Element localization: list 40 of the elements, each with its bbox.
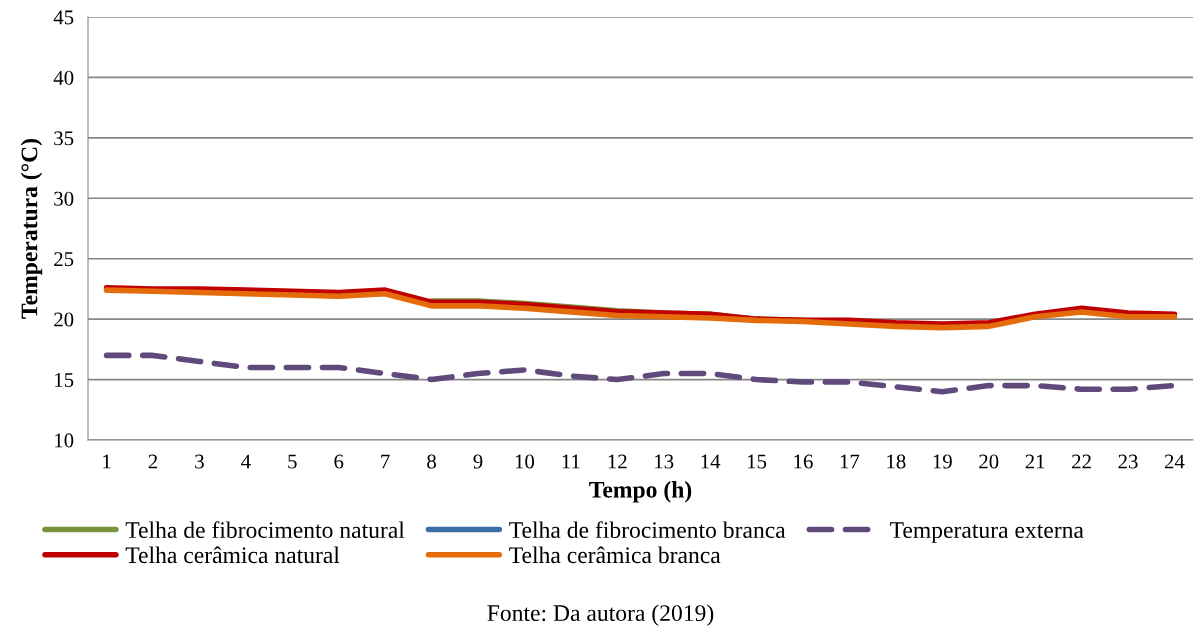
legend-label: Telha de fibrocimento branca	[509, 521, 786, 539]
x-tick-label: 11	[562, 454, 580, 469]
legend-label: Telha cerâmica branca	[509, 546, 721, 564]
x-tick-label: 15	[747, 454, 767, 469]
x-tick-label: 20	[979, 454, 999, 469]
x-tick-label: 23	[1118, 454, 1138, 469]
x-tick-label: 22	[1072, 454, 1091, 469]
x-tick-label: 2	[148, 454, 158, 469]
x-tick-label: 16	[794, 454, 813, 469]
x-tick-label: 1	[103, 454, 111, 469]
x-tick-label: 17	[840, 454, 860, 469]
legend-label: Telha de fibrocimento natural	[125, 521, 405, 539]
x-tick-label: 7	[381, 454, 390, 469]
x-tick-label: 5	[288, 454, 297, 469]
x-tick-label: 8	[427, 454, 436, 469]
y-tick-label: 25	[54, 252, 74, 267]
x-tick-label: 13	[655, 454, 674, 469]
x-tick-label: 9	[473, 454, 483, 469]
y-tick-label: 10	[55, 433, 74, 448]
legend-label: Telha cerâmica natural	[125, 546, 340, 564]
x-tick-label: 14	[701, 454, 721, 469]
x-tick-label: 18	[887, 454, 906, 469]
y-tick-label: 35	[54, 131, 74, 146]
source-note: Fonte: Da autora (2019)	[487, 604, 714, 626]
y-tick-label: 20	[54, 312, 74, 327]
y-tick-label: 15	[55, 373, 74, 387]
y-tick-label: 40	[53, 70, 74, 85]
y-axis-title: Temperatura (°C)	[20, 139, 43, 319]
x-tick-label: 6	[334, 454, 344, 469]
x-tick-label: 3	[195, 454, 204, 469]
x-axis-title: Tempo (h)	[589, 481, 692, 503]
x-tick-label: 10	[515, 454, 535, 469]
x-tick-label: 21	[1025, 454, 1045, 469]
x-tick-label: 19	[933, 454, 952, 469]
x-tick-label: 24	[1164, 454, 1185, 469]
y-tick-label: 45	[53, 10, 74, 25]
y-tick-label: 30	[54, 191, 74, 206]
x-tick-label: 12	[608, 454, 627, 469]
x-tick-label: 4	[241, 454, 251, 469]
legend-label: Temperatura externa	[890, 522, 1084, 543]
